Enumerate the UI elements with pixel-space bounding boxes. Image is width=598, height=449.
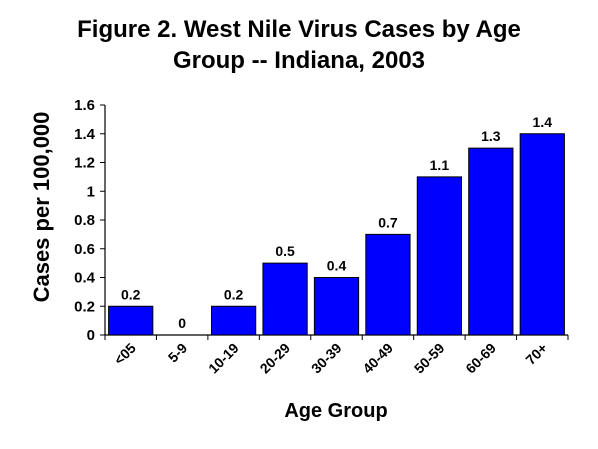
x-tick-label: 10-19	[205, 340, 242, 377]
y-tick-label: 0.4	[74, 270, 96, 287]
bar-60-69	[468, 147, 514, 336]
bar-value-label: 0.4	[327, 258, 347, 274]
bar-value-label: 0.5	[275, 243, 295, 259]
x-tick-label: 50-59	[411, 340, 448, 377]
x-tick-label: 20-29	[257, 340, 294, 377]
bar-value-labels: 0.2 0 0.2 0.5 0.4 0.7 1.1 1.3 1.4	[121, 114, 552, 331]
x-axis-title: Age Group	[284, 400, 387, 422]
y-axis-ticks: 0 0.2 0.4 0.6 0.8 1 1.2 1.4 1.6	[74, 97, 105, 344]
bar-value-label: 1.1	[430, 157, 450, 173]
bar-value-label: 0	[178, 315, 186, 331]
x-tick-label: 5-9	[165, 340, 191, 366]
x-tick-label: 30-39	[308, 340, 345, 377]
bar-value-label: 0.2	[224, 286, 244, 302]
x-tick-label: 60-69	[462, 340, 499, 377]
x-tick-label: 40-49	[359, 340, 396, 377]
y-tick-label: 0	[87, 327, 95, 344]
chart-title-line-2: Group -- Indiana, 2003	[172, 47, 426, 74]
bars	[108, 133, 565, 336]
y-tick-label: 1.4	[74, 126, 96, 143]
bar-30-39	[313, 277, 360, 336]
x-tick-label: <05	[111, 340, 139, 368]
bar-40-49	[365, 233, 411, 336]
bar-value-label: 1.3	[481, 128, 501, 144]
bar-<05	[108, 305, 154, 336]
bar-value-label: 1.4	[533, 114, 553, 130]
bar-value-label: 0.7	[378, 214, 398, 230]
bar-70+	[519, 133, 565, 336]
bar-10-19	[210, 305, 257, 336]
y-tick-label: 0.8	[74, 212, 95, 229]
chart-title: Figure 2. West Nile Virus Cases by Age G…	[0, 14, 598, 76]
y-axis-title: Cases per 100,000	[29, 112, 54, 303]
y-tick-label: 1.2	[74, 155, 95, 172]
y-tick-label: 1.6	[74, 97, 95, 114]
x-tick-label: 70+	[522, 340, 550, 368]
y-tick-label: 0.2	[74, 298, 95, 315]
chart-title-line-1: Figure 2. West Nile Virus Cases by Age	[77, 16, 521, 43]
x-axis-ticks: <05 5-9 10-19 20-29 30-39 40-49 50-59 60-69 70+	[104, 335, 569, 377]
bar-50-59	[416, 176, 463, 336]
y-tick-label: 1	[87, 183, 95, 200]
bar-value-label: 0.2	[121, 286, 141, 302]
y-tick-label: 0.6	[74, 241, 95, 258]
bar-20-29	[262, 262, 308, 336]
